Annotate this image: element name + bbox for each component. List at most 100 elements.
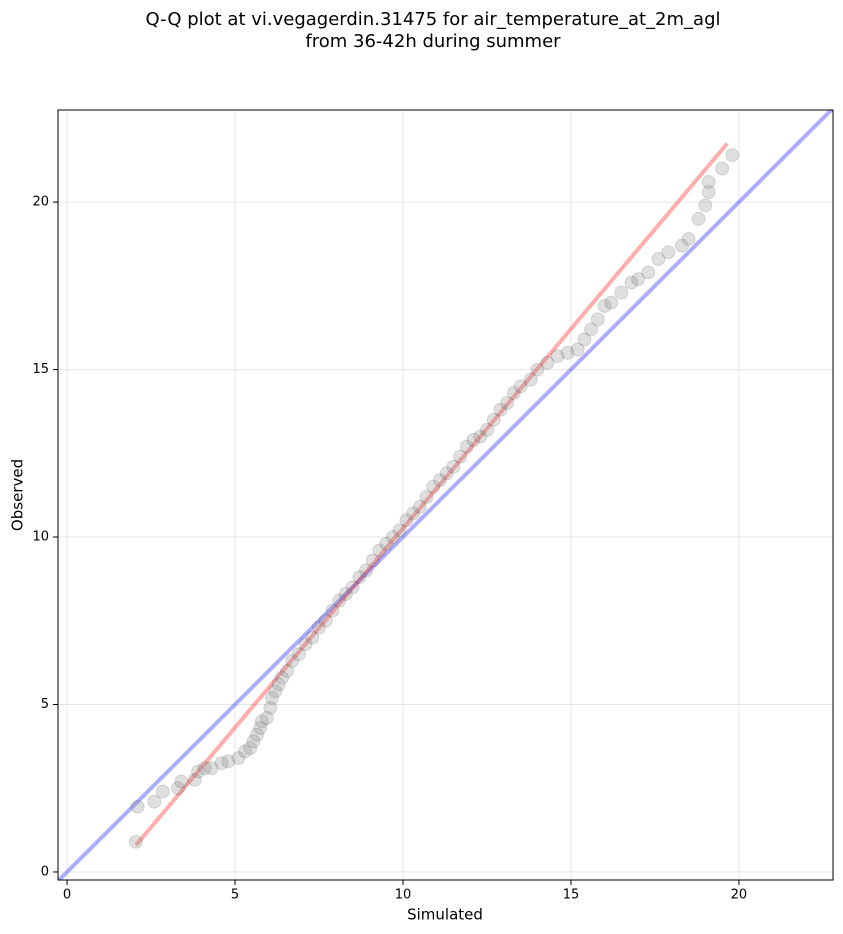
point xyxy=(486,412,501,427)
point xyxy=(500,396,515,411)
point xyxy=(412,499,427,514)
point xyxy=(399,513,414,528)
point xyxy=(530,362,545,377)
plot-area xyxy=(58,110,833,880)
y-tick-label: 10 xyxy=(32,530,49,545)
point xyxy=(641,265,656,280)
point xyxy=(170,781,185,796)
point xyxy=(550,349,565,364)
point xyxy=(174,774,189,789)
point xyxy=(372,543,387,558)
x-tick-label: 15 xyxy=(563,888,580,903)
point xyxy=(493,402,508,417)
point xyxy=(473,429,488,444)
point xyxy=(305,630,320,645)
y-tick-label: 20 xyxy=(32,195,49,210)
point xyxy=(155,784,170,799)
y-tick-label: 15 xyxy=(32,362,49,377)
point xyxy=(318,613,333,628)
point xyxy=(459,439,474,454)
point xyxy=(577,332,592,347)
point xyxy=(691,211,706,226)
point xyxy=(661,245,676,260)
point xyxy=(590,312,605,327)
point xyxy=(264,690,279,705)
point xyxy=(513,379,528,394)
point xyxy=(338,586,353,601)
point xyxy=(681,231,696,246)
point xyxy=(243,741,258,756)
point xyxy=(352,570,367,585)
point xyxy=(332,593,347,608)
point xyxy=(285,653,300,668)
point xyxy=(725,148,740,163)
y-tick-label: 0 xyxy=(41,864,49,879)
point xyxy=(584,322,599,337)
point xyxy=(291,647,306,662)
axes-frame xyxy=(57,109,834,881)
point xyxy=(419,489,434,504)
point xyxy=(426,479,441,494)
x-axis-label: Simulated xyxy=(407,906,483,924)
point xyxy=(312,620,327,635)
point xyxy=(651,252,666,267)
point xyxy=(191,764,206,779)
x-tick-label: 0 xyxy=(63,888,71,903)
point xyxy=(275,670,290,685)
point xyxy=(271,677,286,692)
point xyxy=(453,449,468,464)
point xyxy=(523,372,538,387)
point xyxy=(624,275,639,290)
point xyxy=(359,563,374,578)
point xyxy=(263,700,278,715)
point xyxy=(187,772,202,787)
point xyxy=(221,754,236,769)
point xyxy=(446,459,461,474)
point xyxy=(268,684,283,699)
point xyxy=(147,794,162,809)
point xyxy=(540,355,555,370)
point xyxy=(204,761,219,776)
point xyxy=(432,473,447,488)
point xyxy=(406,506,421,521)
point xyxy=(385,530,400,545)
point xyxy=(130,799,145,814)
point xyxy=(246,734,261,749)
point xyxy=(379,536,394,551)
point xyxy=(280,664,295,679)
point xyxy=(701,185,716,200)
point xyxy=(253,720,268,735)
y-axis-label: Observed xyxy=(9,459,27,531)
point xyxy=(698,198,713,213)
point xyxy=(715,161,730,176)
point xyxy=(604,295,619,310)
reference-line xyxy=(134,142,729,847)
point xyxy=(254,714,269,729)
point xyxy=(570,342,585,357)
point xyxy=(439,466,454,481)
point xyxy=(631,272,646,287)
reference-line xyxy=(58,110,833,880)
point xyxy=(325,603,340,618)
point xyxy=(466,432,481,447)
x-tick-label: 20 xyxy=(731,888,748,903)
x-tick-label: 10 xyxy=(395,888,412,903)
point xyxy=(238,744,253,759)
point xyxy=(674,238,689,253)
point xyxy=(231,751,246,766)
point xyxy=(560,345,575,360)
point xyxy=(365,553,380,568)
x-tick-label: 5 xyxy=(231,888,239,903)
chart-title: from 36-42h during summer xyxy=(305,31,561,52)
point xyxy=(392,523,407,538)
point xyxy=(128,834,143,849)
point xyxy=(614,285,629,300)
point xyxy=(259,710,274,725)
point xyxy=(249,727,264,742)
point xyxy=(479,422,494,437)
y-tick-label: 5 xyxy=(41,697,49,712)
point xyxy=(214,756,229,771)
point xyxy=(597,298,612,313)
point xyxy=(298,637,313,652)
